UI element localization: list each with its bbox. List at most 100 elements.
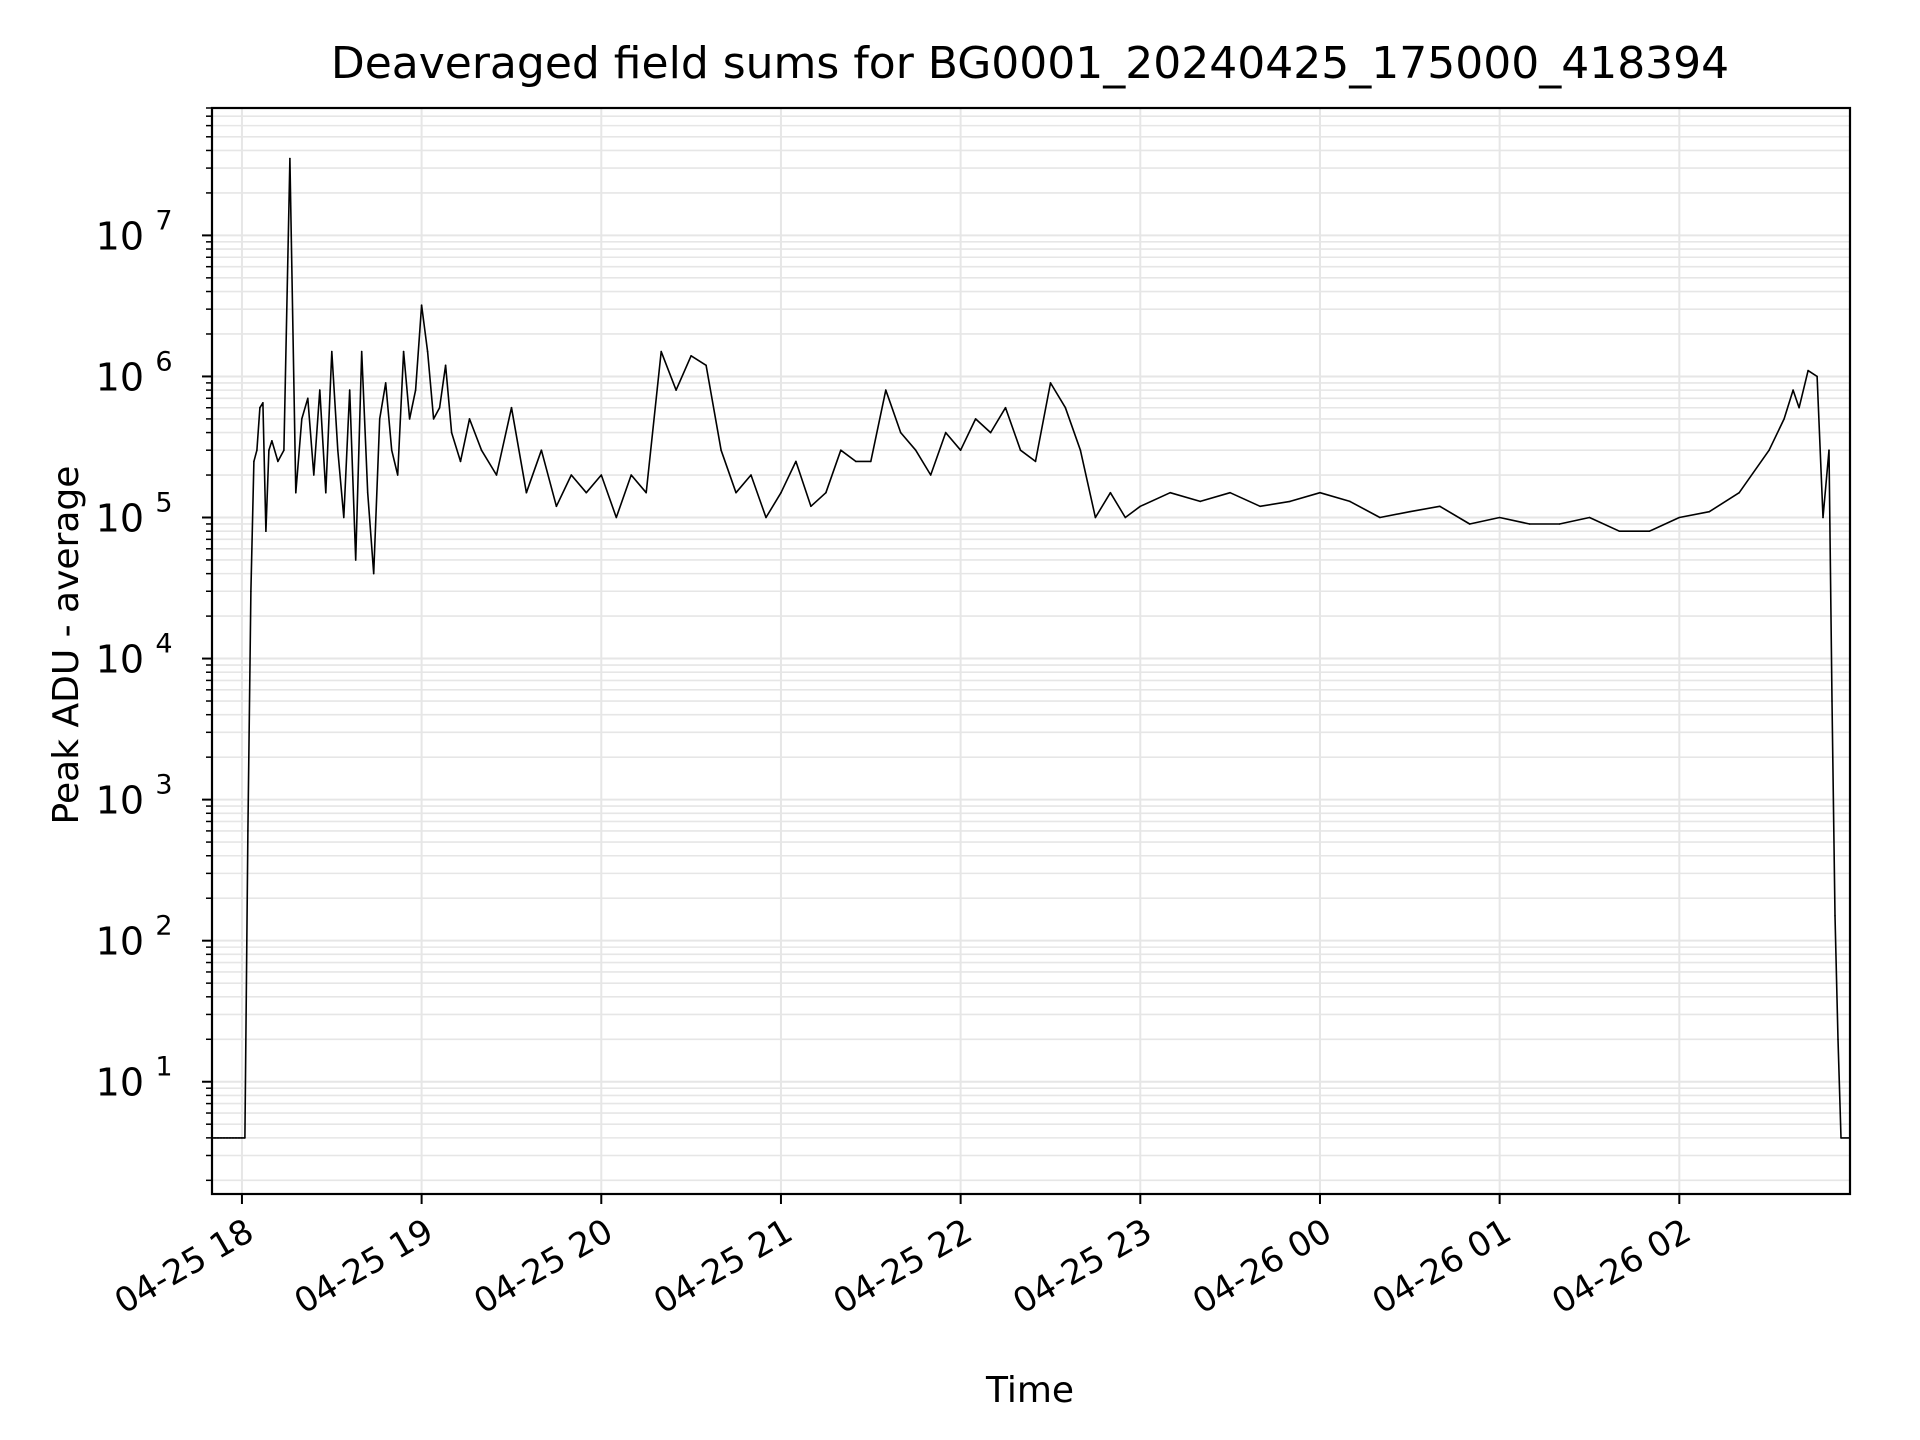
y-tick-base: 10 [96, 1061, 144, 1105]
data-point [1831, 700, 1833, 702]
y-tick-exponent: 2 [155, 911, 172, 942]
data-point [372, 572, 375, 575]
data-point [226, 1137, 228, 1139]
data-point [459, 460, 462, 463]
y-tick-base: 10 [96, 355, 144, 399]
data-point [885, 389, 887, 391]
data-point [1049, 382, 1052, 384]
data-point [444, 364, 447, 367]
data-point [331, 350, 333, 353]
data-point [1792, 389, 1794, 391]
data-point [810, 505, 812, 508]
data-point [1034, 460, 1037, 463]
data-point [1768, 449, 1770, 452]
data-point [378, 418, 381, 420]
data-point [855, 460, 857, 463]
y-tick-exponent: 4 [155, 629, 172, 660]
data-point [384, 382, 387, 384]
y-tick-label: 10 [96, 638, 144, 682]
data-point [1498, 516, 1501, 519]
data-point [235, 1137, 237, 1139]
data-point [244, 1137, 246, 1139]
data-point [1139, 505, 1142, 508]
data-point [525, 491, 528, 494]
data-point [295, 491, 297, 494]
data-point [645, 491, 647, 494]
data-point [1319, 491, 1321, 494]
data-point [408, 418, 411, 420]
data-point [1738, 491, 1740, 494]
data-point [825, 491, 827, 494]
data-point [265, 530, 267, 532]
data-point [899, 431, 902, 434]
x-tick-label: 04-25 23 [1006, 1211, 1158, 1322]
data-point [343, 516, 345, 519]
data-point [1588, 516, 1591, 519]
data-point [250, 590, 252, 593]
data-point [1678, 516, 1681, 519]
data-point [1783, 418, 1785, 420]
data-point [1840, 1137, 1842, 1139]
data-point [929, 474, 932, 476]
data-point [402, 350, 405, 353]
data-point [1409, 510, 1411, 513]
y-tick-base: 10 [96, 214, 144, 258]
data-point [585, 491, 588, 494]
x-tick-label: 04-26 02 [1545, 1211, 1697, 1322]
data-point [795, 460, 797, 463]
y-tick-exponent: 1 [155, 1052, 172, 1083]
data-point [974, 418, 977, 420]
data-point [735, 491, 737, 494]
data-point [468, 418, 471, 420]
data-point [495, 474, 498, 476]
data-point [1004, 406, 1007, 409]
data-point [253, 460, 255, 463]
data-point [262, 402, 264, 404]
data-point [1229, 491, 1231, 494]
data-point [325, 491, 327, 494]
data-point [390, 449, 393, 452]
data-point [1828, 449, 1830, 452]
x-tick-label: 04-25 18 [108, 1211, 260, 1322]
data-point [360, 350, 363, 353]
data-point [1834, 915, 1836, 917]
data-point [396, 474, 399, 476]
data-point [1528, 523, 1531, 525]
data-point [914, 449, 917, 452]
data-point [510, 406, 513, 409]
data-point [615, 516, 618, 519]
data-point [630, 474, 632, 476]
data-point [232, 1137, 234, 1139]
data-point [765, 516, 767, 519]
data-point [217, 1137, 219, 1139]
data-point [1837, 1038, 1839, 1041]
data-point [426, 350, 429, 353]
data-point [989, 431, 992, 434]
data-point [1807, 369, 1809, 372]
data-point [675, 389, 677, 391]
x-tick-label: 04-25 22 [827, 1211, 979, 1322]
data-series-line [212, 157, 1850, 1139]
data-point [1816, 375, 1818, 378]
data-point [1349, 500, 1351, 503]
data-point [414, 389, 417, 391]
plot-area [211, 157, 1851, 1139]
data-point [1199, 500, 1201, 503]
y-axis-label: Peak ADU - average [46, 466, 87, 825]
data-point [720, 449, 722, 452]
y-tick-exponent: 7 [155, 205, 172, 236]
data-point [432, 418, 435, 420]
data-point [750, 474, 752, 476]
data-point [1124, 516, 1127, 519]
data-point [1079, 449, 1082, 452]
data-point [959, 449, 962, 452]
data-point [301, 418, 303, 420]
data-point [271, 440, 273, 442]
data-point [268, 449, 270, 452]
grid [212, 107, 1850, 1194]
data-point [366, 491, 369, 494]
data-point [1379, 516, 1381, 519]
data-point [1109, 491, 1112, 494]
